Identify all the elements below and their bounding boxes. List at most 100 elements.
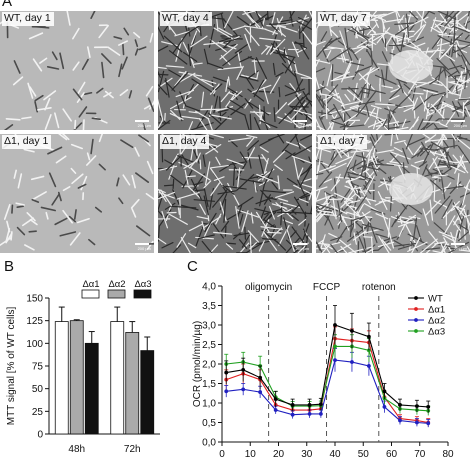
- data-point: [224, 377, 229, 382]
- cell-shape: [202, 154, 206, 168]
- cell-shape: [352, 159, 357, 171]
- cell-shape: [316, 40, 326, 46]
- cell-shape: [340, 105, 360, 113]
- cell-shape: [318, 165, 336, 173]
- cell-shape: [138, 134, 150, 143]
- cell-shape: [187, 43, 192, 67]
- cell-shape: [387, 114, 390, 130]
- data-point: [398, 418, 402, 423]
- cell-shape: [182, 41, 194, 64]
- cell-shape: [434, 195, 451, 214]
- cell-shape: [404, 21, 408, 42]
- y-tick-label: 2,5: [202, 340, 216, 351]
- cell-shape: [5, 232, 13, 244]
- cell-shape: [183, 159, 198, 169]
- cell-shape: [267, 231, 282, 234]
- cell-shape: [62, 108, 72, 122]
- cell-shape: [316, 93, 329, 109]
- cell-shape: [209, 38, 227, 53]
- cell-shape: [291, 226, 305, 243]
- data-point: [241, 360, 246, 364]
- cell-shape: [405, 17, 410, 43]
- x-tick-label: 80: [442, 449, 454, 460]
- cell-shape: [254, 208, 271, 213]
- cell-shape: [193, 75, 214, 88]
- cell-shape: [437, 243, 451, 248]
- cell-shape: [187, 83, 200, 96]
- cell-shape: [165, 155, 182, 171]
- cell-shape: [94, 206, 103, 213]
- cell-shape: [258, 154, 264, 175]
- cell-shape: [247, 147, 256, 161]
- cell-shape: [253, 110, 271, 129]
- cell-shape: [121, 56, 128, 70]
- series-line: [226, 324, 429, 408]
- cell-shape: [446, 84, 454, 93]
- cell-shape: [212, 76, 228, 83]
- scale-bar-label: 200 µm: [295, 123, 309, 128]
- series-line: [226, 359, 429, 424]
- cell-shape: [273, 51, 296, 58]
- cell-shape: [76, 217, 90, 224]
- cell-shape: [217, 190, 237, 195]
- cell-shape: [375, 213, 389, 220]
- cell-shape: [220, 220, 230, 232]
- cell-shape: [345, 61, 365, 67]
- cell-shape: [316, 59, 331, 64]
- cell-shape: [419, 161, 428, 168]
- cell-shape: [225, 78, 229, 92]
- cell-shape: [322, 241, 331, 253]
- cell-shape: [434, 67, 447, 80]
- cell-shape: [319, 84, 340, 99]
- y-tick-label: 25: [32, 407, 44, 418]
- cell-shape: [289, 82, 299, 95]
- data-point: [307, 404, 312, 409]
- cell-shape: [244, 74, 254, 90]
- cell-shape: [214, 116, 230, 130]
- cell-shape: [78, 106, 88, 118]
- cell-shape: [158, 198, 163, 212]
- cell-shape: [407, 233, 428, 246]
- x-tick-label: 48h: [68, 444, 85, 455]
- cell-shape: [73, 209, 77, 220]
- data-point: [382, 395, 387, 400]
- cell-shape: [45, 211, 49, 220]
- cell-shape: [26, 212, 36, 222]
- cell-shape: [238, 214, 244, 227]
- legend-marker: [414, 296, 418, 300]
- cell-shape: [410, 240, 419, 252]
- cell-shape: [320, 109, 343, 117]
- cell-shape: [190, 178, 202, 200]
- cell-shape: [161, 242, 174, 249]
- data-point: [318, 406, 323, 411]
- cell-shape: [412, 42, 426, 49]
- data-point: [382, 405, 387, 409]
- cell-shape: [433, 222, 449, 236]
- cell-shape: [408, 16, 429, 27]
- cell-shape: [165, 65, 185, 68]
- cell-shape: [422, 120, 441, 123]
- cell-shape: [55, 155, 67, 164]
- cell-shape: [254, 117, 261, 130]
- cell-shape: [5, 117, 21, 121]
- cell-shape: [398, 104, 415, 109]
- cell-shape: [210, 164, 229, 169]
- cell-shape: [370, 134, 376, 142]
- cell-shape: [48, 172, 57, 188]
- cell-shape: [447, 70, 459, 78]
- cell-shape: [291, 109, 312, 116]
- data-point: [224, 362, 229, 366]
- cell-shape: [377, 191, 388, 210]
- cell-shape: [294, 41, 308, 49]
- cell-shape: [232, 92, 238, 100]
- cell-shape: [261, 45, 270, 55]
- cell-shape: [316, 28, 318, 47]
- cell-shape: [104, 90, 114, 99]
- cell-shape: [57, 191, 62, 202]
- cell-shape: [336, 225, 348, 243]
- cell-shape: [434, 241, 446, 245]
- cell-shape: [269, 206, 275, 220]
- cell-shape: [429, 79, 438, 85]
- cell-shape: [355, 101, 369, 117]
- bar: [140, 350, 155, 435]
